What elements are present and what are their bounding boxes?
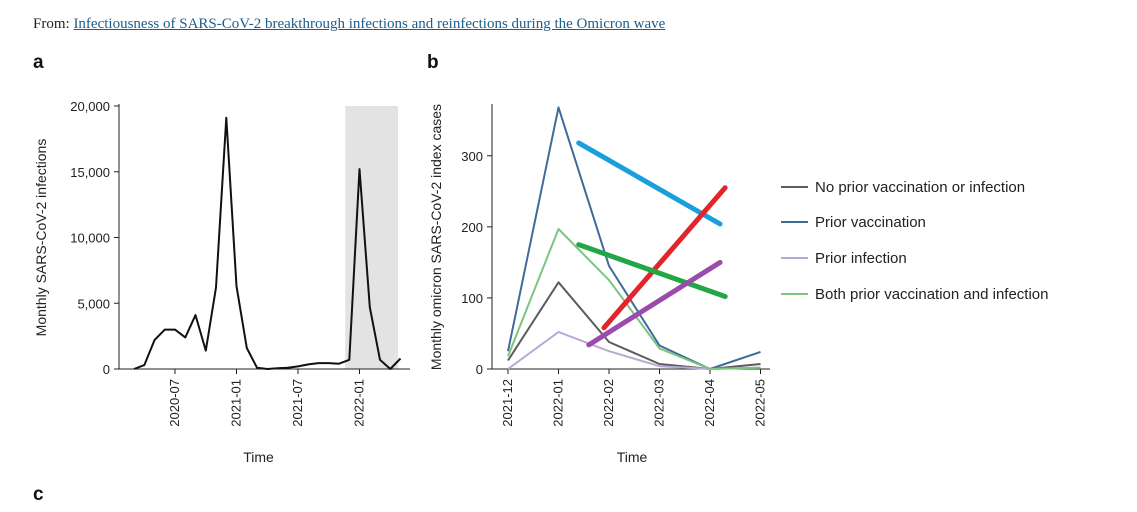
panel-b-series-line xyxy=(507,331,761,370)
legend-label: Prior infection xyxy=(815,250,907,267)
panel-b-x-tick-label: 2022-05 xyxy=(753,379,768,427)
panel-a-y-tick-label: 15,000 xyxy=(70,165,110,180)
panel-b-x-tick-label: 2022-04 xyxy=(702,379,717,427)
legend-label: Both prior vaccination and infection xyxy=(815,286,1048,303)
panel-a-y-tick-label: 5,000 xyxy=(77,296,110,311)
panel-b-y-axis-label: Monthly omicron SARS-CoV-2 index cases xyxy=(428,104,444,370)
panel-b-y-tick-label: 200 xyxy=(461,220,483,235)
panel-a-x-tick-label: 2021-01 xyxy=(229,379,244,427)
panel-b-series-line xyxy=(507,106,761,370)
panel-b-x-tick-label: 2022-02 xyxy=(601,379,616,427)
panel-a-y-axis-label: Monthly SARS-CoV-2 infections xyxy=(33,139,49,337)
panel-a-label: a xyxy=(33,52,44,73)
panel-b-overlay-line xyxy=(576,140,723,227)
panel-a-x-tick-label: 2021-07 xyxy=(290,379,305,427)
panel-b-y-tick-label: 300 xyxy=(461,149,483,164)
panel-a-x-tick-label: 2020-07 xyxy=(167,379,182,427)
article-link[interactable]: Infectiousness of SARS-CoV-2 breakthroug… xyxy=(73,16,666,32)
legend-label: Prior vaccination xyxy=(815,214,926,231)
panel-a-infections-line xyxy=(133,116,402,370)
panel-b-series-line xyxy=(507,228,761,370)
panel-b-overlay-line xyxy=(586,259,723,348)
panel-b-y-tick-label: 100 xyxy=(461,291,483,306)
panel-a-y-tick-label: 20,000 xyxy=(70,99,110,114)
panel-a-y-tick-label: 10,000 xyxy=(70,231,110,246)
panel-b-overlay-line xyxy=(576,242,728,299)
panel-b-overlay-line xyxy=(601,185,728,331)
legend-label: No prior vaccination or infection xyxy=(815,179,1025,196)
panel-b-x-tick-label: 2021-12 xyxy=(500,379,515,427)
panel-b-label: b xyxy=(427,52,439,73)
panel-b-x-axis-label: Time xyxy=(617,449,648,465)
panel-c-label: c xyxy=(33,484,44,505)
panel-a-x-tick-label: 2022-01 xyxy=(352,379,367,427)
panel-b-x-tick-label: 2022-01 xyxy=(551,379,566,427)
from-label: From: xyxy=(33,16,70,32)
source-line: From: Infectiousness of SARS-CoV-2 break… xyxy=(33,16,665,33)
panel-a-x-axis-label: Time xyxy=(243,449,274,465)
panel-b-y-tick-label: 0 xyxy=(476,362,483,377)
panel-a-y-tick-label: 0 xyxy=(103,362,110,377)
omicron-shaded-region xyxy=(345,106,398,369)
panel-b-x-tick-label: 2022-03 xyxy=(652,379,667,427)
